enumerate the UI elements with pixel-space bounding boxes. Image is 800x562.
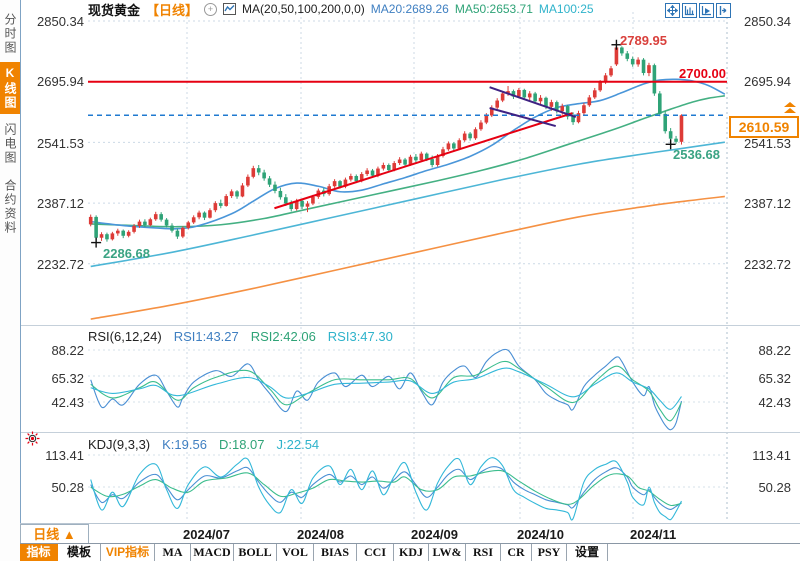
current-price-box: 2610.59 bbox=[729, 116, 799, 138]
left-sidebar: 分时图 K线图 闪电图 合约资料 bbox=[0, 0, 21, 561]
kdj-k-value: K:19.56 bbox=[162, 437, 207, 452]
price-label-left: 2387.12 bbox=[37, 196, 84, 211]
sidebar-item-flash[interactable]: 闪电图 bbox=[3, 123, 17, 165]
month-label: 2024/10 bbox=[517, 527, 564, 542]
ma20-value: MA20:2689.26 bbox=[370, 2, 449, 16]
kdj-d-value: D:18.07 bbox=[218, 437, 265, 452]
rsi1-value: RSI1:43.27 bbox=[173, 329, 239, 344]
rsi-axis-right: 42.43 bbox=[758, 395, 791, 410]
rsi-axis-right: 65.32 bbox=[758, 371, 791, 386]
sidebar-item-timeshare[interactable]: 分时图 bbox=[3, 13, 17, 55]
axis-scale-icon[interactable] bbox=[682, 3, 697, 18]
tab-indicator[interactable]: 指标 bbox=[20, 544, 58, 561]
nov-low-label: 2536.68 bbox=[673, 147, 720, 162]
chart-header: 现货黄金 【日线】 + MA(20,50,100,200,0,0) MA20:2… bbox=[88, 1, 594, 18]
rsi-axis-right: 88.22 bbox=[758, 343, 791, 358]
indicator-toolbar: 指标 模板 VIP指标 MA MACD BOLL VOL BIAS CCI KD… bbox=[20, 543, 800, 562]
scroll-up-arrows-icon[interactable] bbox=[783, 101, 797, 115]
tab-boll[interactable]: BOLL bbox=[234, 544, 277, 561]
month-label: 2024/09 bbox=[411, 527, 458, 542]
rsi-axis-left: 65.32 bbox=[51, 371, 84, 386]
price-label-left: 2850.34 bbox=[37, 14, 84, 29]
kdj-axis-right: 50.28 bbox=[758, 480, 791, 495]
tab-rsi[interactable]: RSI bbox=[466, 544, 501, 561]
price-label-right: 2695.94 bbox=[744, 74, 791, 89]
price-label-right: 2541.53 bbox=[744, 136, 791, 151]
tab-settings[interactable]: 设置 bbox=[567, 544, 608, 561]
price-label-right: 2387.12 bbox=[744, 196, 791, 211]
ma100-value: MA100:25 bbox=[538, 2, 594, 16]
sidebar-item-contract-info[interactable]: 合约资料 bbox=[3, 179, 17, 235]
kdj-j-value: J:22.54 bbox=[276, 437, 320, 452]
high-price-label: 2789.95 bbox=[620, 33, 667, 48]
rsi-title[interactable]: RSI(6,12,24) bbox=[88, 329, 162, 344]
tab-template[interactable]: 模板 bbox=[58, 544, 101, 561]
kdj-header: KDJ(9,3,3) K:19.56 D:18.07 J:22.54 bbox=[88, 437, 319, 452]
price-label-right: 2232.72 bbox=[744, 257, 791, 272]
tab-lw[interactable]: LW& bbox=[429, 544, 466, 561]
tab-cr[interactable]: CR bbox=[501, 544, 532, 561]
price-label-left: 2541.53 bbox=[37, 136, 84, 151]
axis-play-icon[interactable] bbox=[699, 3, 714, 18]
add-compare-icon[interactable]: + bbox=[204, 2, 218, 16]
price-label-left: 2695.94 bbox=[37, 74, 84, 89]
tab-macd[interactable]: MACD bbox=[191, 544, 234, 561]
kdj-axis-left: 50.28 bbox=[51, 480, 84, 495]
tab-cci[interactable]: CCI bbox=[357, 544, 394, 561]
shift-right-icon[interactable] bbox=[716, 3, 731, 18]
kdj-title[interactable]: KDJ(9,3,3) bbox=[88, 437, 151, 452]
tab-vol[interactable]: VOL bbox=[277, 544, 314, 561]
rsi-axis-left: 42.43 bbox=[51, 395, 84, 410]
tab-vip-indicator[interactable]: VIP指标 bbox=[101, 544, 155, 561]
rsi-header: RSI(6,12,24) RSI1:43.27 RSI2:42.06 RSI3:… bbox=[88, 329, 393, 344]
kdj-axis-right: 113.41 bbox=[752, 448, 791, 463]
tab-psy[interactable]: PSY bbox=[532, 544, 567, 561]
rsi3-value: RSI3:47.30 bbox=[327, 329, 393, 344]
rsi2-value: RSI2:42.06 bbox=[250, 329, 316, 344]
month-label: 2024/07 bbox=[183, 527, 230, 542]
tab-ma[interactable]: MA bbox=[155, 544, 191, 561]
sidebar-item-kline[interactable]: K线图 bbox=[0, 62, 20, 114]
indicator-settings-gear-icon[interactable] bbox=[25, 431, 40, 446]
period-selector[interactable]: 日线 ▲ bbox=[20, 524, 89, 545]
rsi-axis-left: 88.22 bbox=[51, 343, 84, 358]
tab-bias[interactable]: BIAS bbox=[314, 544, 357, 561]
price-label-left: 2232.72 bbox=[37, 257, 84, 272]
ma-formula[interactable]: MA(20,50,100,200,0,0) bbox=[242, 2, 365, 16]
resistance-line-label: 2700.00 bbox=[679, 66, 726, 81]
mini-chart-icon[interactable] bbox=[223, 3, 237, 15]
month-label: 2024/11 bbox=[630, 527, 677, 542]
june-low-label: 2286.68 bbox=[103, 246, 150, 261]
x-axis-row bbox=[20, 523, 800, 544]
month-label: 2024/08 bbox=[297, 527, 344, 542]
kdj-axis-left: 113.41 bbox=[45, 448, 84, 463]
price-label-right: 2850.34 bbox=[744, 14, 791, 29]
chart-tool-icons bbox=[665, 3, 731, 18]
ma50-value: MA50:2653.71 bbox=[454, 2, 533, 16]
symbol-title: 现货黄金 bbox=[88, 2, 141, 18]
crosshair-move-icon[interactable] bbox=[665, 3, 680, 18]
tab-kdj[interactable]: KDJ bbox=[394, 544, 429, 561]
period-label[interactable]: 【日线】 bbox=[146, 2, 199, 18]
